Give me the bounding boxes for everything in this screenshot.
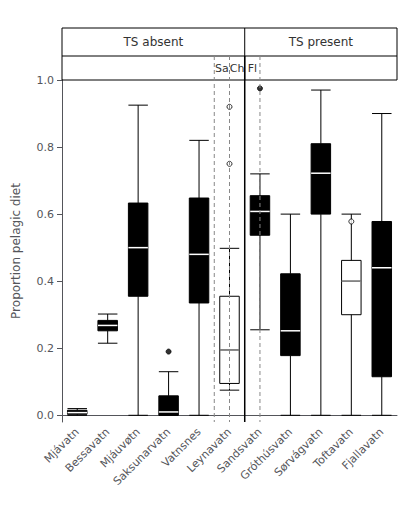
svg-text:0.0: 0.0 [37,409,55,422]
svg-text:0.6: 0.6 [37,208,55,221]
svg-text:Proportion pelagic diet: Proportion pelagic diet [9,183,23,319]
svg-text:0.2: 0.2 [37,342,55,355]
svg-text:Toftavatn: Toftavatn [310,425,356,471]
svg-text:1.0: 1.0 [37,74,55,87]
svg-text:TS absent: TS absent [123,35,184,49]
svg-text:Sørvágvatn: Sørvágvatn [272,425,326,479]
svg-text:0.8: 0.8 [37,141,55,154]
svg-text:Mjáuvøtn: Mjáuvøtn [97,425,143,471]
svg-text:Fl: Fl [248,62,257,75]
svg-text:Saksunarvatn: Saksunarvatn [110,425,174,488]
svg-text:Leynavatn: Leynavatn [184,425,235,476]
svg-text:Mjávatn: Mjávatn [41,425,82,466]
svg-text:0.4: 0.4 [37,275,55,288]
svg-text:TS present: TS present [288,35,354,49]
svg-text:Sandsvatn: Sandsvatn [214,425,265,476]
svg-text:Bessavatn: Bessavatn [62,425,113,475]
svg-text:Ch: Ch [230,62,245,75]
svg-text:Sa: Sa [215,62,229,75]
svg-text:Fjallavatn: Fjallavatn [339,425,386,472]
svg-text:Vatnsnes: Vatnsnes [159,425,204,470]
svg-text:Gróthúsvatn: Gróthúsvatn [237,425,295,483]
